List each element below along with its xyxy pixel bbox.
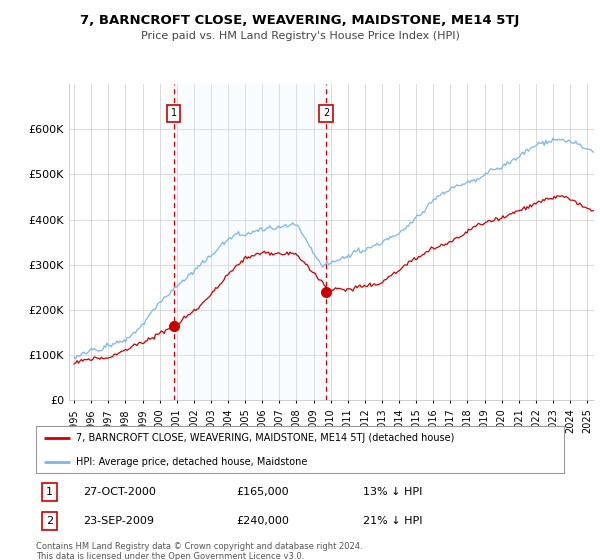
Text: 2: 2 (323, 109, 329, 118)
Text: 1: 1 (170, 109, 177, 118)
Text: Price paid vs. HM Land Registry's House Price Index (HPI): Price paid vs. HM Land Registry's House … (140, 31, 460, 41)
Text: 27-OCT-2000: 27-OCT-2000 (83, 487, 157, 497)
Bar (173, 84, 326, 400)
Text: 7, BARNCROFT CLOSE, WEAVERING, MAIDSTONE, ME14 5TJ: 7, BARNCROFT CLOSE, WEAVERING, MAIDSTONE… (80, 14, 520, 27)
Text: 7, BARNCROFT CLOSE, WEAVERING, MAIDSTONE, ME14 5TJ (detached house): 7, BARNCROFT CLOSE, WEAVERING, MAIDSTONE… (76, 433, 454, 443)
Text: 21% ↓ HPI: 21% ↓ HPI (364, 516, 423, 526)
Text: £240,000: £240,000 (236, 516, 290, 526)
Text: 1: 1 (46, 487, 53, 497)
Text: HPI: Average price, detached house, Maidstone: HPI: Average price, detached house, Maid… (76, 457, 307, 467)
Text: £165,000: £165,000 (236, 487, 289, 497)
Text: 2: 2 (46, 516, 53, 526)
Text: Contains HM Land Registry data © Crown copyright and database right 2024.
This d: Contains HM Land Registry data © Crown c… (36, 542, 362, 560)
Text: 23-SEP-2009: 23-SEP-2009 (83, 516, 155, 526)
Text: 13% ↓ HPI: 13% ↓ HPI (364, 487, 423, 497)
